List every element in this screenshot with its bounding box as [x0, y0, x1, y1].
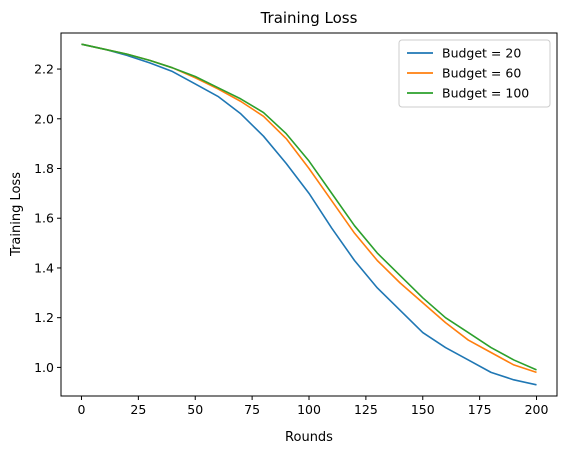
y-tick-label: 1.2: [34, 310, 54, 325]
y-axis: 1.0 1.2 1.4 1.6 1.8 2.0 2.2: [34, 62, 61, 375]
y-tick-label: 2.2: [34, 62, 54, 77]
plot-area: [81, 43, 537, 386]
x-tick-label: 200: [525, 402, 549, 417]
y-axis-label: Training Loss: [9, 172, 24, 257]
y-tick-label: 1.6: [34, 211, 54, 226]
x-tick-label: 175: [468, 402, 492, 417]
x-tick-label: 150: [411, 402, 435, 417]
x-tick-label: 100: [297, 402, 321, 417]
legend-label-1: Budget = 20: [442, 46, 521, 61]
y-tick-label: 1.0: [34, 360, 54, 375]
x-tick-label: 25: [130, 402, 146, 417]
x-axis: 0 25 50 75 100 125 150 175 200: [78, 396, 549, 417]
legend-label-2: Budget = 60: [442, 66, 521, 81]
x-axis-label: Rounds: [285, 430, 333, 445]
legend-label-3: Budget = 100: [442, 86, 529, 101]
series-line-3: [81, 43, 537, 371]
legend: Budget = 20 Budget = 60 Budget = 100: [398, 39, 551, 108]
series-line-1: [81, 43, 537, 386]
x-tick-label: 75: [244, 402, 260, 417]
x-tick-label: 0: [78, 402, 86, 417]
chart-title: Training Loss: [260, 9, 358, 27]
y-tick-label: 1.4: [34, 260, 54, 275]
x-tick-label: 125: [354, 402, 378, 417]
y-tick-label: 1.8: [34, 161, 54, 176]
legend-box: [398, 39, 551, 108]
x-tick-label: 50: [187, 402, 203, 417]
y-tick-label: 2.0: [34, 111, 54, 126]
